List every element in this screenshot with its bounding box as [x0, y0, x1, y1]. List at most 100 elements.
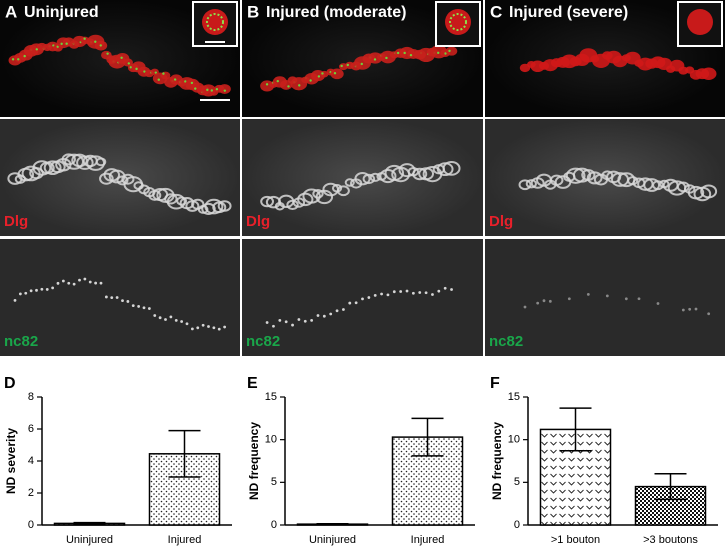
micrograph [485, 239, 725, 356]
active-zone [169, 315, 173, 319]
active-zone [190, 327, 194, 331]
active-zone [217, 327, 221, 331]
active-zone [265, 83, 269, 86]
bouton [362, 173, 376, 185]
panel-title: Uninjured [24, 4, 99, 21]
bouton [43, 160, 62, 176]
active-zone [196, 326, 200, 330]
active-zone [99, 281, 103, 285]
panel-label: A [5, 2, 17, 21]
active-zone [72, 282, 76, 286]
active-zone [688, 307, 692, 311]
bouton [260, 195, 275, 208]
y-axis-label: ND frequency [247, 422, 261, 500]
active-zone [120, 56, 123, 60]
channel-label: Dlg [489, 213, 513, 230]
bouton [201, 202, 216, 215]
bouton [297, 192, 314, 207]
active-zone [83, 277, 87, 281]
micrograph [242, 119, 483, 236]
active-zone [206, 88, 209, 92]
y-tick-label: 10 [508, 434, 520, 446]
bouton [164, 193, 178, 205]
channel-label: nc82 [4, 333, 38, 350]
active-zone [392, 290, 396, 294]
active-zone [278, 318, 282, 322]
active-zone [131, 304, 135, 307]
y-axis-label: ND severity [4, 428, 18, 494]
bouton [286, 199, 299, 211]
active-zone [297, 318, 301, 321]
y-tick-label: 6 [28, 423, 34, 435]
y-tick-label: 4 [28, 455, 34, 467]
bouton [344, 178, 355, 187]
panel-label: C [490, 2, 502, 21]
y-axis-label: ND frequency [490, 422, 504, 500]
bouton [565, 167, 586, 184]
active-zone [605, 294, 609, 298]
active-zone [13, 298, 17, 302]
active-zone [29, 289, 33, 293]
active-zone [180, 320, 184, 323]
active-zone [215, 88, 219, 91]
active-zone [342, 308, 345, 311]
active-zone [56, 281, 60, 285]
y-tick-label: 15 [508, 391, 520, 403]
active-zone [94, 281, 98, 285]
active-zone [316, 314, 320, 317]
active-zone [157, 78, 160, 81]
x-tick-label: >3 boutons [643, 534, 698, 546]
active-zone [11, 58, 15, 61]
active-zone [431, 293, 434, 296]
active-zone [340, 64, 343, 68]
channel-label: Dlg [4, 213, 28, 230]
active-zone [536, 301, 540, 305]
active-zone [707, 312, 711, 316]
active-zone [291, 323, 294, 327]
bouton [572, 167, 592, 183]
bouton [412, 167, 428, 181]
active-zone [385, 56, 388, 60]
active-zone [137, 305, 141, 308]
active-zone [637, 297, 641, 301]
active-zone [418, 291, 422, 294]
active-zone [51, 286, 55, 290]
active-zone [567, 297, 571, 301]
bouton [442, 160, 461, 176]
active-zone [185, 322, 189, 326]
bouton [191, 198, 205, 210]
active-zone [322, 314, 326, 318]
x-tick-label: >1 bouton [551, 534, 600, 546]
active-zone [190, 81, 194, 85]
active-zone [399, 290, 403, 293]
active-zone [624, 297, 628, 301]
active-zone [437, 289, 441, 293]
active-zone [40, 287, 44, 291]
micrograph [485, 119, 725, 236]
y-tick-label: 10 [265, 434, 277, 446]
active-zone [173, 78, 177, 81]
active-zone [265, 321, 269, 324]
y-tick-label: 5 [271, 476, 277, 488]
bouton [354, 172, 371, 186]
active-zone [223, 325, 227, 329]
active-zone [396, 51, 400, 55]
bouton [700, 67, 717, 80]
bouton [302, 188, 321, 204]
inset-zones [449, 13, 467, 31]
active-zone [586, 292, 590, 296]
active-zone [45, 288, 49, 291]
y-tick-label: 0 [514, 519, 520, 531]
bouton [525, 179, 537, 189]
active-zone [367, 296, 371, 299]
active-zone [373, 293, 377, 297]
x-tick-label: Uninjured [309, 534, 356, 546]
active-zone [523, 305, 527, 309]
active-zone [348, 301, 352, 305]
active-zone [35, 48, 39, 51]
bouton [676, 181, 690, 193]
panel-label: E [247, 375, 258, 392]
bouton [379, 169, 397, 184]
active-zone [23, 54, 26, 58]
x-tick-label: Injured [168, 534, 202, 546]
